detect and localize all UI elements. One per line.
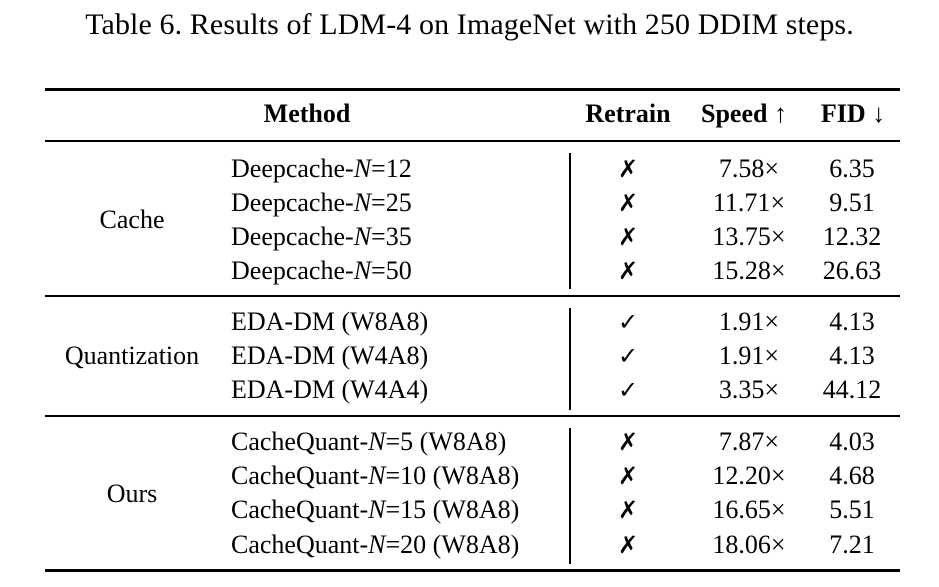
- fid-cell: 9.51: [829, 188, 875, 217]
- cross-icon: ✗: [617, 531, 639, 559]
- method-cell: Deepcache-N=12: [231, 154, 412, 183]
- cross-icon: ✗: [617, 428, 639, 456]
- check-icon: ✓: [617, 308, 639, 336]
- fid-cell: 4.68: [829, 461, 875, 490]
- fid-cell: 5.51: [829, 495, 875, 524]
- group-label: Ours: [106, 478, 158, 508]
- header-rule: [45, 140, 900, 142]
- speed-cell: 13.75×: [712, 222, 786, 251]
- speed-cell: 7.58×: [718, 154, 780, 183]
- speed-cell: 7.87×: [718, 427, 780, 456]
- speed-cell: 1.91×: [718, 341, 780, 370]
- method-cell: CacheQuant-N=10 (W8A8): [231, 461, 520, 490]
- column-separator-quantization: [569, 308, 571, 410]
- speed-cell: 1.91×: [718, 307, 780, 336]
- fid-cell: 7.21: [829, 530, 875, 559]
- header-method: Method: [263, 99, 351, 128]
- fid-cell: 6.35: [829, 154, 875, 183]
- method-cell: CacheQuant-N=15 (W8A8): [231, 495, 520, 524]
- method-cell: Deepcache-N=25: [231, 188, 412, 217]
- group-label: Cache: [99, 205, 165, 234]
- fid-cell: 12.32: [822, 222, 882, 251]
- method-cell: Deepcache-N=35: [231, 222, 412, 251]
- cross-icon: ✗: [617, 462, 639, 490]
- cross-icon: ✗: [617, 223, 639, 251]
- cross-icon: ✗: [617, 189, 639, 217]
- method-cell: EDA-DM (W4A8): [231, 341, 429, 370]
- column-separator-cache: [569, 153, 571, 289]
- group-label: Quantization: [64, 341, 200, 370]
- speed-cell: 12.20×: [712, 461, 786, 490]
- cross-icon: ✗: [617, 496, 639, 524]
- fid-cell: 4.03: [829, 427, 875, 456]
- method-cell: CacheQuant-N=5 (W8A8): [231, 427, 507, 456]
- bottom-rule: [45, 569, 900, 572]
- check-icon: ✓: [617, 376, 639, 404]
- speed-cell: 3.35×: [718, 375, 780, 404]
- fid-cell: 26.63: [822, 256, 882, 285]
- group-divider-quantization: [45, 415, 900, 417]
- fid-cell: 4.13: [829, 341, 875, 370]
- speed-cell: 16.65×: [712, 495, 786, 524]
- group-divider-cache: [45, 295, 900, 297]
- header-retrain: Retrain: [585, 99, 671, 128]
- cross-icon: ✗: [617, 155, 639, 183]
- top-rule: [45, 88, 900, 91]
- speed-cell: 15.28×: [712, 256, 786, 285]
- table-caption: Table 6. Results of LDM-4 on ImageNet wi…: [85, 8, 854, 41]
- method-cell: EDA-DM (W4A4): [231, 375, 429, 404]
- method-cell: EDA-DM (W8A8): [231, 307, 429, 336]
- header-speed: Speed ↑: [701, 99, 787, 128]
- cross-icon: ✗: [617, 257, 639, 285]
- speed-cell: 11.71×: [712, 188, 786, 217]
- header-fid: FID ↓: [820, 99, 886, 128]
- fid-cell: 4.13: [829, 307, 875, 336]
- speed-cell: 18.06×: [712, 530, 786, 559]
- fid-cell: 44.12: [822, 375, 882, 404]
- method-cell: CacheQuant-N=20 (W8A8): [231, 530, 520, 559]
- check-icon: ✓: [617, 342, 639, 370]
- method-cell: Deepcache-N=50: [231, 256, 412, 285]
- column-separator-ours: [569, 428, 571, 564]
